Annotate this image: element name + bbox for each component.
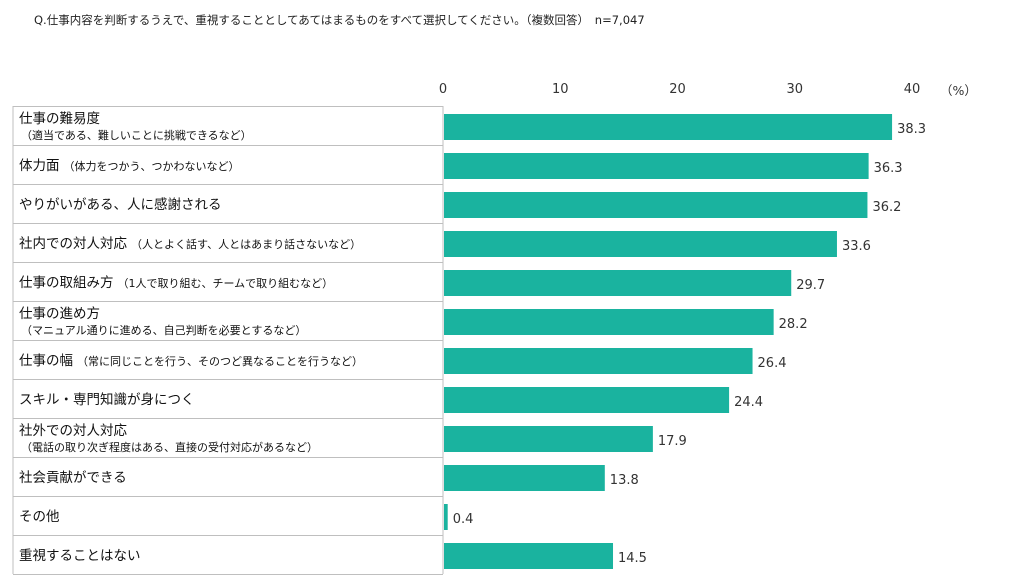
bar [444,192,868,218]
value-label: 26.4 [758,356,787,371]
bar [444,543,614,569]
category-sublabel: （体力をつかう、つかわないなど） [64,159,240,173]
bar [444,387,730,413]
x-tick-label: 20 [669,82,686,97]
category-sublabel: （電話の取り次ぎ程度はある、直接の受付対応があるなど） [21,440,318,454]
category-label: 社外での対人対応 [19,423,127,439]
value-label: 29.7 [796,278,825,293]
category-label: 重視することはない [19,548,141,564]
x-tick-label: 0 [439,82,447,97]
category-sublabel: （人とよく話す、人とはあまり話さないなど） [131,237,361,251]
bar [444,153,869,179]
bar [444,465,605,491]
category-label: 社内での対人対応 （人とよく話す、人とはあまり話さないなど） [19,236,361,252]
bar [444,114,893,140]
bar [444,231,837,257]
value-label: 36.2 [872,200,901,215]
x-tick-label: 10 [552,82,569,97]
category-label: 仕事の幅 （常に同じことを行う、そのつど異なることを行うなど） [19,353,363,369]
category-label: 仕事の取組み方 （1人で取り組む、チームで取り組むなど） [19,275,333,291]
category-label: その他 [19,509,60,525]
category-sublabel: （適当である、難しいことに挑戦できるなど） [21,128,252,142]
bar [444,348,753,374]
category-label: 体力面 （体力をつかう、つかわないなど） [19,158,240,174]
value-label: 36.3 [874,161,903,176]
category-label: やりがいがある、人に感謝される [19,196,222,213]
value-label: 14.5 [618,551,647,566]
category-label: 仕事の進め方 [19,306,100,322]
category-label: スキル・専門知識が身につく [19,391,195,408]
bar [444,309,774,335]
x-tick-label: 40 [904,82,921,97]
value-label: 17.9 [658,434,687,449]
x-tick-label: 30 [786,82,803,97]
bar [444,426,653,452]
category-sublabel: （マニュアル通りに進める、自己判断を必要とするなど） [21,323,306,337]
category-sublabel: （常に同じことを行う、そのつど異なることを行うなど） [77,355,363,368]
question-text: Q.仕事内容を判断するうえで、重視することとしてあてはまるものをすべて選択してく… [34,13,645,27]
category-sublabel: （1人で取り組む、チームで取り組むなど） [118,277,334,290]
bar [444,504,448,530]
value-label: 13.8 [610,473,639,488]
value-label: 0.4 [453,512,474,527]
value-label: 33.6 [842,239,871,254]
category-label: 社会貢献ができる [19,470,127,486]
unit-label: （%） [940,83,977,98]
value-label: 24.4 [734,395,763,410]
bar [444,270,792,296]
value-label: 28.2 [779,317,808,332]
category-label: 仕事の難易度 [19,111,100,127]
value-label: 38.3 [897,122,926,137]
